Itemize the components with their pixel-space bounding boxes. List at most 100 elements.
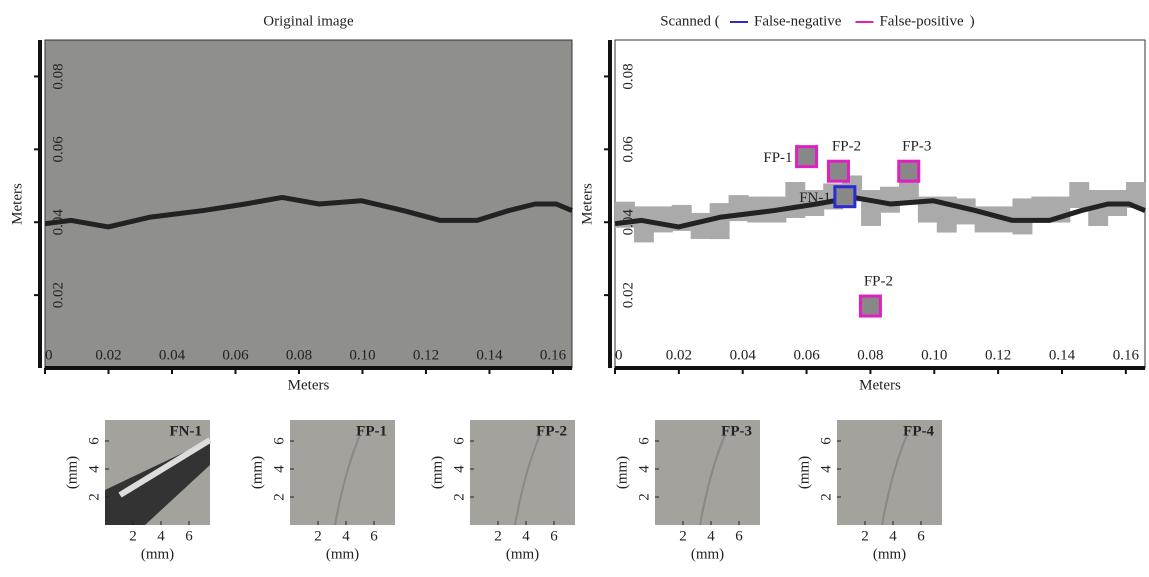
scan-cell <box>652 206 673 233</box>
panel-label: FP-2 <box>536 423 567 439</box>
y-axis-label: (mm) <box>614 456 630 489</box>
crack <box>44 194 573 230</box>
texture <box>699 434 726 526</box>
texture <box>881 434 908 526</box>
x-tick-label: 2 <box>861 528 869 544</box>
y-axis-label: (mm) <box>64 456 80 489</box>
x-tick-label: 0.10 <box>349 347 375 363</box>
x-tick-label: 4 <box>889 528 897 544</box>
y-axis-label: (mm) <box>429 456 445 489</box>
x-tick-label: 0.12 <box>985 347 1011 363</box>
y-tick-label: 6 <box>271 437 287 445</box>
scan-cell <box>1069 182 1090 208</box>
x-tick-label: 6 <box>735 528 743 544</box>
x-tick-label: 0 <box>615 347 623 363</box>
annotation-box <box>897 159 921 183</box>
y-tick-label: 4 <box>271 465 287 473</box>
x-tick-label: 0.04 <box>730 347 757 363</box>
y-tick-label: 0.06 <box>50 136 66 163</box>
y-tick-label: 6 <box>451 437 467 445</box>
y-tick-label: 0.02 <box>620 282 636 308</box>
y-tick-label: 2 <box>271 493 287 501</box>
x-tick-label: 0.14 <box>1049 347 1076 363</box>
panel-label: FP-3 <box>721 423 752 439</box>
y-tick-label: 0.08 <box>50 63 66 89</box>
scan-cell <box>633 206 654 243</box>
x-tick-label: 6 <box>550 528 558 544</box>
chart-title: Scanned ( <box>660 13 720 29</box>
scan-cell <box>880 186 900 213</box>
scan-cell <box>747 196 768 223</box>
legend-label: False-positive <box>879 13 963 29</box>
y-axis-label: (mm) <box>249 456 265 489</box>
annotation-label: FP-1 <box>763 150 792 166</box>
x-tick-label: 4 <box>522 528 530 544</box>
y-tick-label: 6 <box>86 437 102 445</box>
y-tick-label: 0.04 <box>50 209 66 236</box>
y-tick-label: 0.08 <box>620 63 636 89</box>
annotation-box <box>833 185 857 209</box>
x-tick-label: 4 <box>707 528 715 544</box>
y-tick-label: 0.04 <box>620 209 636 236</box>
scan-cell <box>898 178 919 205</box>
x-tick-label: 0.04 <box>159 347 186 363</box>
y-axis-label: Meters <box>579 183 595 225</box>
x-tick-label: 2 <box>679 528 687 544</box>
x-tick-label: 0 <box>45 347 53 363</box>
x-tick-label: 0.08 <box>857 347 883 363</box>
y-axis-label: (mm) <box>796 456 812 489</box>
x-tick-label: 0.06 <box>793 347 820 363</box>
image-area <box>470 420 575 525</box>
x-tick-label: 2 <box>314 528 322 544</box>
x-tick-label: 0.08 <box>286 347 312 363</box>
x-tick-label: 2 <box>494 528 502 544</box>
x-tick-label: 0.12 <box>413 347 439 363</box>
scan-cell <box>709 203 730 240</box>
annotation-box <box>858 294 882 318</box>
y-tick-label: 2 <box>636 493 652 501</box>
x-tick-label: 6 <box>370 528 378 544</box>
scan-cell <box>1126 182 1146 208</box>
image-area <box>655 420 760 525</box>
x-axis-label: (mm) <box>691 546 724 562</box>
y-tick-label: 2 <box>818 493 834 501</box>
y-tick-label: 6 <box>818 437 834 445</box>
x-tick-label: 6 <box>917 528 925 544</box>
x-axis-label: Meters <box>288 377 330 393</box>
scan-cell <box>1012 198 1033 235</box>
image-area <box>837 420 942 525</box>
panel-label: FP-1 <box>356 423 387 439</box>
image-area <box>290 420 395 525</box>
scan-cell <box>861 190 881 226</box>
crack <box>614 194 1146 230</box>
y-tick-label: 4 <box>451 465 467 473</box>
x-tick-label: 4 <box>157 528 165 544</box>
x-axis-label: (mm) <box>873 546 906 562</box>
chart-title: Original image <box>263 13 354 29</box>
x-tick-label: 6 <box>185 528 193 544</box>
crack-patch <box>105 440 210 525</box>
annotation-label: FP-2 <box>864 273 893 289</box>
x-tick-label: 0.14 <box>476 347 503 363</box>
x-tick-label: 0.16 <box>540 347 567 363</box>
annotation-label: FN-1 <box>799 190 831 206</box>
y-tick-label: 0.06 <box>620 136 636 163</box>
y-tick-label: 6 <box>636 437 652 445</box>
x-axis-label: (mm) <box>326 546 359 562</box>
texture <box>514 434 541 526</box>
x-axis-label: Meters <box>859 377 901 393</box>
x-tick-label: 0.02 <box>95 347 121 363</box>
panel-label: FP-4 <box>903 423 934 439</box>
y-tick-label: 2 <box>86 493 102 501</box>
y-tick-label: 4 <box>636 465 652 473</box>
x-tick-label: 0.02 <box>666 347 692 363</box>
x-tick-label: 2 <box>129 528 137 544</box>
x-tick-label: 0.06 <box>222 347 249 363</box>
scan-cell <box>1031 196 1052 223</box>
chart-title-end: ) <box>970 13 975 29</box>
annotation-box <box>795 145 819 169</box>
y-tick-label: 2 <box>451 493 467 501</box>
annotation-label: FP-3 <box>902 139 931 155</box>
x-axis-label: (mm) <box>141 546 174 562</box>
